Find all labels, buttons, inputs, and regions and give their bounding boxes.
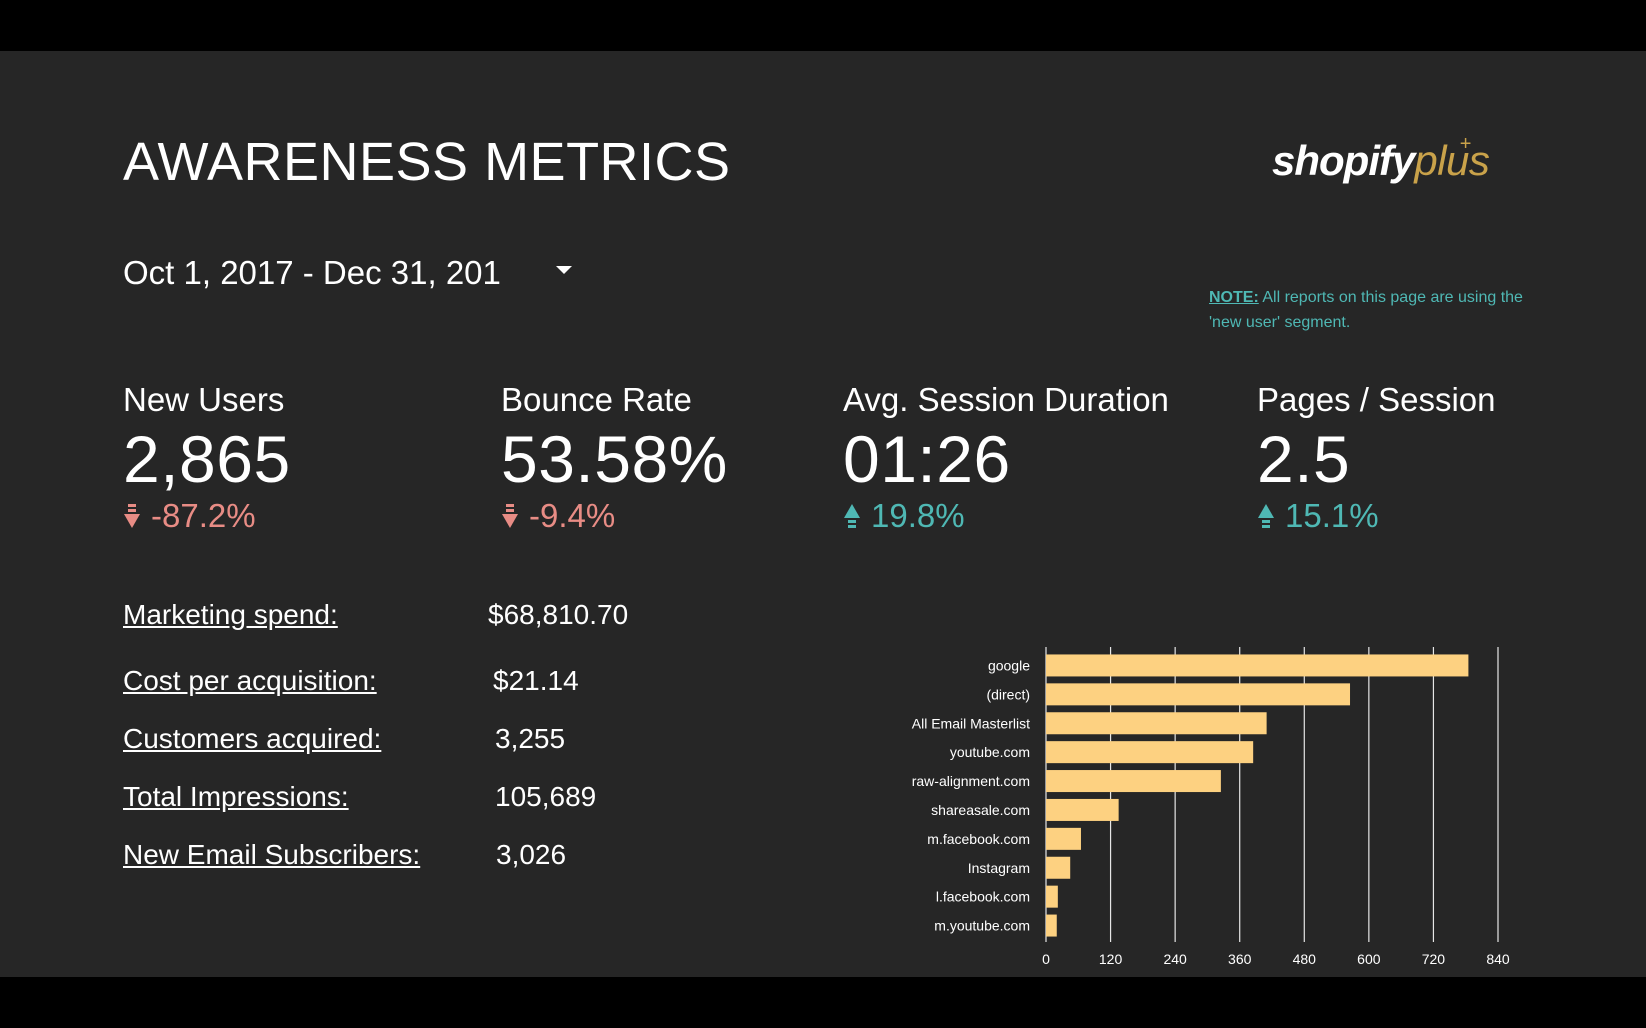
category-label: m.facebook.com	[927, 831, 1030, 847]
metric-new-users: New Users 2,865 -87.2%	[123, 381, 291, 535]
metric-change: -87.2%	[123, 497, 291, 535]
new-email-subscribers-link[interactable]: New Email Subscribers:	[123, 839, 421, 870]
x-tick-label: 360	[1228, 951, 1252, 967]
x-tick-label: 720	[1422, 951, 1446, 967]
marketing-spend-value: $68,810.70	[488, 599, 629, 630]
metric-change: -9.4%	[501, 497, 728, 535]
category-label: shareasale.com	[931, 802, 1030, 818]
bar-m-youtube-com	[1046, 914, 1057, 937]
x-tick-label: 480	[1293, 951, 1317, 967]
metric-value: 01:26	[843, 422, 1011, 496]
metric-change-value: -9.4%	[529, 497, 616, 534]
chart-tick-labels: 0 120 240 360 480 600 720 840	[1042, 951, 1510, 967]
bar-raw-alignment-com	[1046, 770, 1221, 793]
category-label: All Email Masterlist	[912, 715, 1030, 731]
metric-bounce-rate: Bounce Rate 53.58% -9.4%	[501, 381, 728, 535]
x-tick-label: 600	[1357, 951, 1381, 967]
customers-acquired-link[interactable]: Customers acquired:	[123, 723, 382, 754]
arrow-down-icon	[502, 504, 518, 528]
chart-category-labels: google (direct) All Email Masterlist youtub…	[912, 657, 1030, 933]
metric-value: 2.5	[1257, 422, 1351, 496]
bar-m-facebook-com	[1046, 827, 1081, 850]
metric-avg-session-duration: Avg. Session Duration 01:26 19.8%	[843, 381, 1169, 535]
cost-per-acquisition-link[interactable]: Cost per acquisition:	[123, 665, 377, 696]
category-label: raw-alignment.com	[912, 773, 1030, 789]
logo-plus-mark: +	[1459, 133, 1472, 155]
category-label: Instagram	[968, 860, 1030, 876]
metric-label: New Users	[123, 381, 285, 418]
x-tick-label: 120	[1099, 951, 1123, 967]
metric-pages-per-session: Pages / Session 2.5 15.1%	[1257, 381, 1495, 535]
new-email-subscribers-value: 3,026	[496, 839, 567, 870]
bar-direct	[1046, 683, 1351, 706]
shopify-plus-logo: shopifyplus +	[1272, 133, 1490, 185]
metric-change: 19.8%	[843, 497, 1169, 535]
bar-instagram	[1046, 856, 1071, 879]
bar-youtube-com	[1046, 741, 1254, 764]
category-label: (direct)	[986, 686, 1030, 702]
metric-change-value: -87.2%	[151, 497, 256, 534]
x-tick-label: 240	[1163, 951, 1187, 967]
metric-change-value: 19.8%	[871, 497, 965, 534]
cost-per-acquisition-value: $21.14	[493, 665, 579, 696]
bar-shareasale-com	[1046, 798, 1119, 821]
metric-change-value: 15.1%	[1285, 497, 1379, 534]
total-impressions-value: 105,689	[495, 781, 597, 812]
dropdown-caret-icon[interactable]	[556, 266, 572, 274]
category-label: l.facebook.com	[936, 889, 1030, 905]
x-tick-label: 840	[1486, 951, 1510, 967]
page-title: AWARENESS METRICS	[123, 132, 731, 192]
arrow-up-icon	[1258, 504, 1274, 528]
segment-note: NOTE: All reports on this page are using…	[1209, 285, 1539, 335]
metric-change: 15.1%	[1257, 497, 1495, 535]
x-tick-label: 0	[1042, 951, 1050, 967]
metric-label: Pages / Session	[1257, 381, 1496, 418]
category-label: m.youtube.com	[934, 918, 1030, 934]
chart-bars	[1046, 654, 1469, 937]
bar-all-email-masterlist	[1046, 712, 1267, 735]
traffic-source-bar-chart: google (direct) All Email Masterlist youtub…	[912, 647, 1510, 967]
note-label[interactable]: NOTE:	[1209, 289, 1259, 306]
date-range-value: Oct 1, 2017 - Dec 31, 201	[123, 254, 501, 291]
bar-google	[1046, 654, 1469, 677]
arrow-down-icon	[124, 504, 140, 528]
metric-value: 2,865	[123, 422, 291, 496]
date-range-selector[interactable]: Oct 1, 2017 - Dec 31, 201	[123, 249, 583, 297]
logo-word-shopify: shopify	[1272, 137, 1415, 184]
total-impressions-link[interactable]: Total Impressions:	[123, 781, 349, 812]
customers-acquired-value: 3,255	[495, 723, 566, 754]
category-label: google	[988, 657, 1030, 673]
arrow-up-icon	[844, 504, 860, 528]
metric-label: Bounce Rate	[501, 381, 692, 418]
marketing-spend-link[interactable]: Marketing spend:	[123, 599, 338, 630]
note-text: All reports on this page are using the '…	[1209, 289, 1523, 331]
category-label: youtube.com	[950, 744, 1030, 760]
bar-l-facebook-com	[1046, 885, 1058, 908]
dashboard-slide: AWARENESS METRICS shopifyplus + Oct 1, 2…	[0, 51, 1646, 977]
logo-word-plus: plus	[1414, 137, 1490, 184]
metric-label: Avg. Session Duration	[843, 381, 1169, 418]
metric-value: 53.58%	[501, 422, 728, 496]
